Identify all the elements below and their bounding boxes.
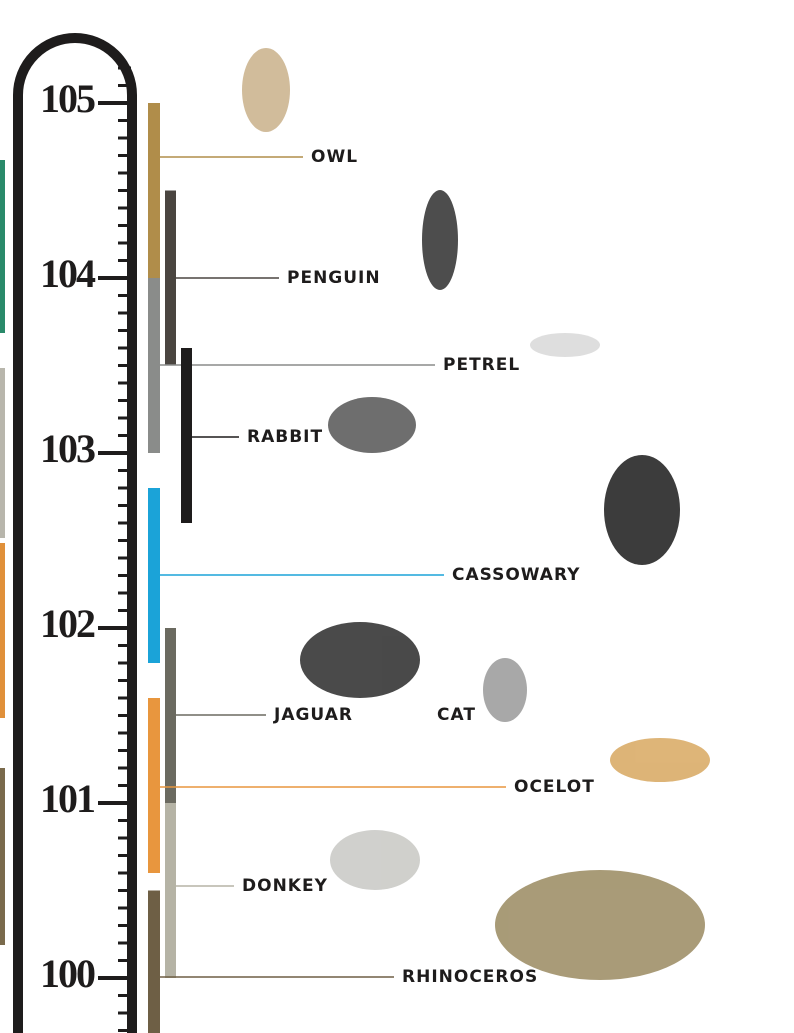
ocelot-illustration xyxy=(610,738,710,782)
y-tick-label: 101 xyxy=(40,776,94,821)
range-bar xyxy=(165,628,176,803)
animal-label: RABBIT xyxy=(247,427,323,447)
edge-strip xyxy=(0,768,5,945)
animal-illustrations xyxy=(242,48,710,980)
animal-label: PETREL xyxy=(443,355,520,375)
range-bar xyxy=(148,890,160,1033)
range-bar xyxy=(165,190,176,366)
cat-illustration xyxy=(483,658,527,722)
animal-label: CAT xyxy=(437,705,476,725)
range-bar xyxy=(148,488,160,663)
cassowary-illustration xyxy=(604,455,680,565)
range-bar xyxy=(148,278,160,453)
y-tick-label: 104 xyxy=(40,251,96,296)
edge-strip xyxy=(0,543,5,718)
owl-illustration xyxy=(242,48,290,132)
rhinoceros-illustration xyxy=(495,870,705,980)
animal-label: RHINOCEROS xyxy=(402,967,538,987)
jaguar-illustration xyxy=(300,622,420,698)
thermometer xyxy=(13,33,137,1033)
range-bar xyxy=(181,348,192,523)
animal-label: JAGUAR xyxy=(273,705,353,725)
edge-strip xyxy=(0,160,5,333)
range-bar xyxy=(148,103,160,278)
animal-label: OCELOT xyxy=(514,777,595,797)
rabbit-illustration xyxy=(328,397,416,453)
y-tick-label: 102 xyxy=(40,601,95,646)
y-tick-label: 100 xyxy=(40,951,95,996)
edge-strip xyxy=(0,368,5,538)
range-bar xyxy=(165,803,176,978)
donkey-illustration xyxy=(330,830,420,890)
penguin-illustration xyxy=(422,190,458,290)
y-tick-label: 103 xyxy=(40,426,95,471)
animal-label: OWL xyxy=(311,147,358,167)
animal-label: PENGUIN xyxy=(287,268,381,288)
range-bar xyxy=(148,698,160,873)
petrel-illustration xyxy=(530,333,600,357)
animal-label: DONKEY xyxy=(242,876,328,896)
y-tick-label: 105 xyxy=(40,76,95,121)
animal-label: CASSOWARY xyxy=(452,565,580,585)
